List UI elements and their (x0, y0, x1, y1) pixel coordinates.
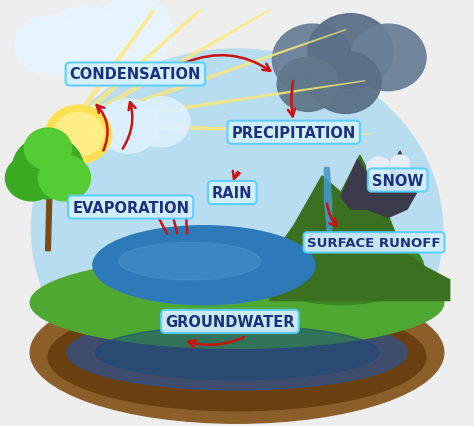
Text: SNOW: SNOW (372, 173, 423, 188)
Polygon shape (82, 0, 225, 107)
Circle shape (31, 50, 443, 411)
Circle shape (38, 156, 91, 201)
Circle shape (133, 98, 190, 147)
Polygon shape (90, 0, 275, 109)
Text: GROUNDWATER: GROUNDWATER (165, 314, 295, 329)
Text: RAIN: RAIN (212, 186, 253, 201)
Circle shape (12, 137, 83, 199)
Circle shape (98, 100, 159, 154)
Ellipse shape (67, 315, 407, 390)
Text: SURFACE RUNOFF: SURFACE RUNOFF (307, 236, 441, 249)
Circle shape (15, 17, 81, 75)
Ellipse shape (30, 257, 444, 348)
Ellipse shape (48, 303, 426, 411)
Ellipse shape (95, 326, 379, 380)
Circle shape (93, 0, 173, 69)
Ellipse shape (93, 226, 315, 305)
Circle shape (43, 6, 128, 81)
Circle shape (24, 129, 72, 170)
Polygon shape (109, 124, 372, 135)
Text: PRECIPITATION: PRECIPITATION (232, 125, 356, 141)
Circle shape (74, 106, 126, 152)
Circle shape (391, 156, 410, 172)
Polygon shape (324, 168, 331, 251)
Polygon shape (341, 152, 417, 218)
Polygon shape (106, 81, 365, 122)
Polygon shape (96, 0, 316, 112)
Ellipse shape (119, 243, 261, 280)
Circle shape (46, 106, 112, 164)
Polygon shape (270, 156, 450, 301)
Circle shape (54, 113, 103, 157)
Text: CONDENSATION: CONDENSATION (70, 67, 201, 82)
Circle shape (350, 25, 426, 92)
Circle shape (277, 58, 338, 112)
Circle shape (310, 52, 381, 114)
Ellipse shape (258, 230, 424, 305)
Ellipse shape (30, 282, 444, 423)
Circle shape (273, 25, 353, 95)
Circle shape (308, 14, 393, 89)
Polygon shape (101, 30, 346, 117)
Circle shape (5, 156, 57, 201)
Text: EVAPORATION: EVAPORATION (72, 200, 189, 215)
Circle shape (367, 158, 391, 178)
Polygon shape (46, 197, 52, 251)
